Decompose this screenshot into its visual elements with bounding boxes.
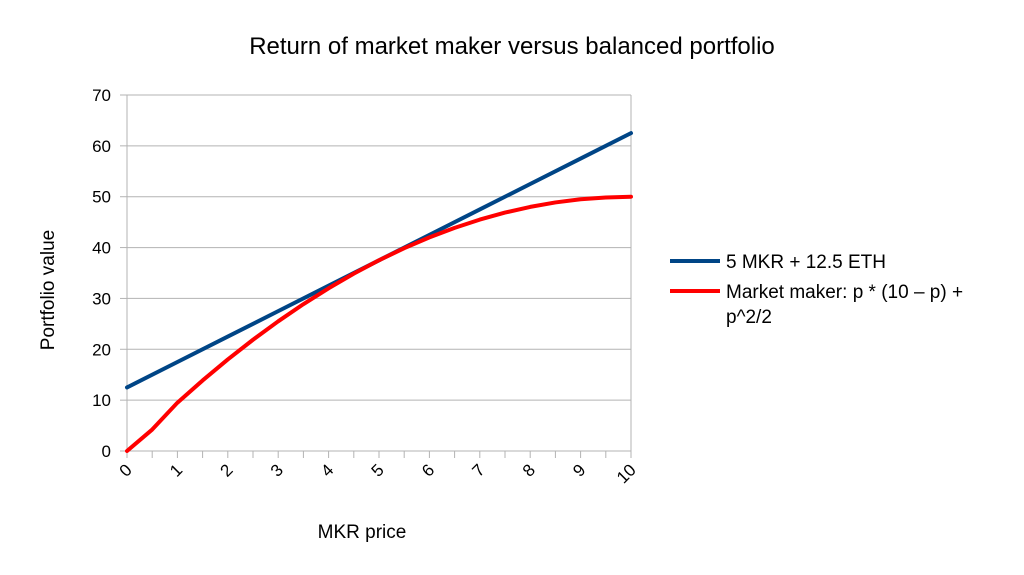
- x-axis-title: MKR price: [318, 522, 407, 543]
- x-tick-label: 4: [317, 460, 337, 480]
- y-tick-label: 40: [92, 239, 111, 258]
- y-axis-tick-labels: 0 10 20 30 40 50 60 70: [92, 86, 111, 461]
- x-tick-label: 2: [216, 460, 236, 480]
- chart-title: Return of market maker versus balanced p…: [249, 33, 775, 60]
- axes: [120, 94, 632, 458]
- x-tick-label: 10: [613, 460, 640, 487]
- grid-lines: [127, 94, 631, 401]
- legend-label-2: p^2/2: [726, 307, 772, 328]
- y-tick-label: 70: [92, 86, 111, 105]
- legend-label-1: 5 MKR + 12.5 ETH: [726, 252, 886, 273]
- series-line-2: [125, 194, 633, 453]
- data-series: [125, 131, 633, 453]
- legend-label-2: Market maker: p * (10 – p) +: [726, 282, 963, 303]
- legend: 5 MKR + 12.5 ETH Market maker: p * (10 – …: [670, 252, 963, 328]
- x-tick-label: 9: [569, 460, 589, 480]
- x-tick-label: 8: [519, 460, 539, 480]
- y-tick-label: 0: [102, 442, 111, 461]
- y-tick-label: 20: [92, 340, 111, 359]
- x-tick-label: 6: [418, 460, 438, 480]
- y-tick-label: 50: [92, 188, 111, 207]
- y-tick-label: 30: [92, 289, 111, 308]
- x-tick-label: 0: [116, 460, 136, 480]
- y-tick-label: 60: [92, 137, 111, 156]
- x-axis-tick-labels: 0 1 2 3 4 5 6 7 8 9 10: [116, 460, 640, 487]
- x-tick-label: 7: [468, 460, 488, 480]
- x-tick-label: 5: [368, 460, 388, 480]
- x-tick-label: 3: [267, 460, 287, 480]
- y-axis-title: Portfolio value: [38, 230, 59, 350]
- x-tick-label: 1: [166, 460, 186, 480]
- y-tick-label: 10: [92, 391, 111, 410]
